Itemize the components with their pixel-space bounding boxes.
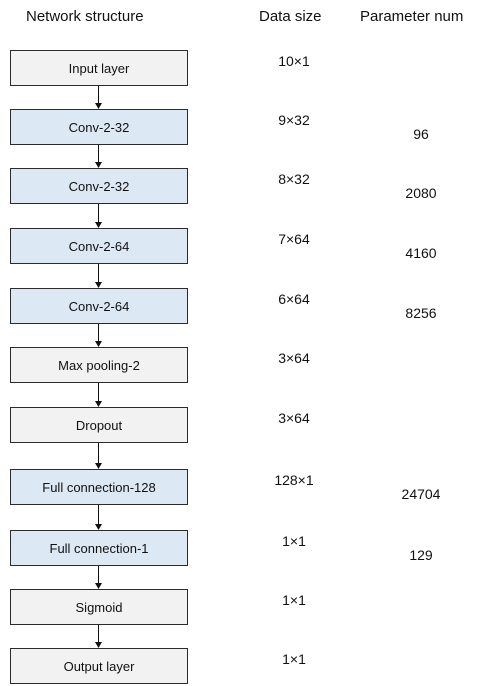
layer-box: Conv-2-32	[10, 168, 188, 204]
header-parameter-num: Parameter num	[360, 8, 464, 25]
data-size-value: 1×1	[282, 592, 306, 608]
data-size-value: 6×64	[278, 291, 310, 307]
data-size-value: 1×1	[282, 651, 306, 667]
layer-name: Conv-2-64	[68, 238, 130, 254]
arrow-head	[95, 103, 102, 109]
arrow-head	[95, 162, 102, 168]
layer-box: Conv-2-64	[10, 288, 188, 324]
arrow-head	[95, 401, 102, 407]
header-network-structure: Network structure	[26, 8, 144, 25]
layer-box: Conv-2-64	[10, 228, 188, 264]
data-size-value: 128×1	[274, 472, 314, 488]
header-data-size: Data size	[259, 8, 322, 25]
arrow-head	[95, 642, 102, 648]
parameter-num-value: 96	[413, 126, 429, 142]
layer-name: Output layer	[63, 658, 135, 674]
layer-name: Max pooling-2	[58, 357, 140, 373]
layer-box: Dropout	[10, 407, 188, 443]
layer-name: Conv-2-64	[68, 298, 130, 314]
layer-box: Sigmoid	[10, 589, 188, 625]
arrow-head	[95, 341, 102, 347]
layer-box: Max pooling-2	[10, 347, 188, 383]
layer-name: Conv-2-32	[68, 178, 130, 194]
parameter-num-value: 4160	[405, 245, 437, 261]
parameter-num-value: 24704	[401, 486, 441, 502]
arrow-head	[95, 222, 102, 228]
parameter-num-value: 2080	[405, 185, 437, 201]
layer-box: Full connection-128	[10, 469, 188, 505]
arrow-head	[95, 524, 102, 530]
layer-name: Sigmoid	[75, 599, 123, 615]
data-size-value: 7×64	[278, 231, 310, 247]
arrow-head	[95, 583, 102, 589]
layer-name: Full connection-128	[42, 479, 156, 495]
layer-name: Dropout	[75, 417, 123, 433]
arrow-head	[95, 282, 102, 288]
layer-box: Output layer	[10, 648, 188, 684]
parameter-num-value: 129	[409, 547, 433, 563]
data-size-value: 9×32	[278, 112, 310, 128]
arrow-head	[95, 463, 102, 469]
data-size-value: 1×1	[282, 533, 306, 549]
layer-box: Input layer	[10, 50, 188, 86]
layer-name: Full connection-1	[49, 540, 149, 556]
parameter-num-value: 8256	[405, 305, 437, 321]
layer-name: Conv-2-32	[68, 119, 130, 135]
layer-box: Conv-2-32	[10, 109, 188, 145]
data-size-value: 10×1	[278, 53, 310, 69]
data-size-value: 3×64	[278, 350, 310, 366]
data-size-value: 8×32	[278, 171, 310, 187]
layer-box: Full connection-1	[10, 530, 188, 566]
data-size-value: 3×64	[278, 410, 310, 426]
layer-name: Input layer	[68, 60, 130, 76]
